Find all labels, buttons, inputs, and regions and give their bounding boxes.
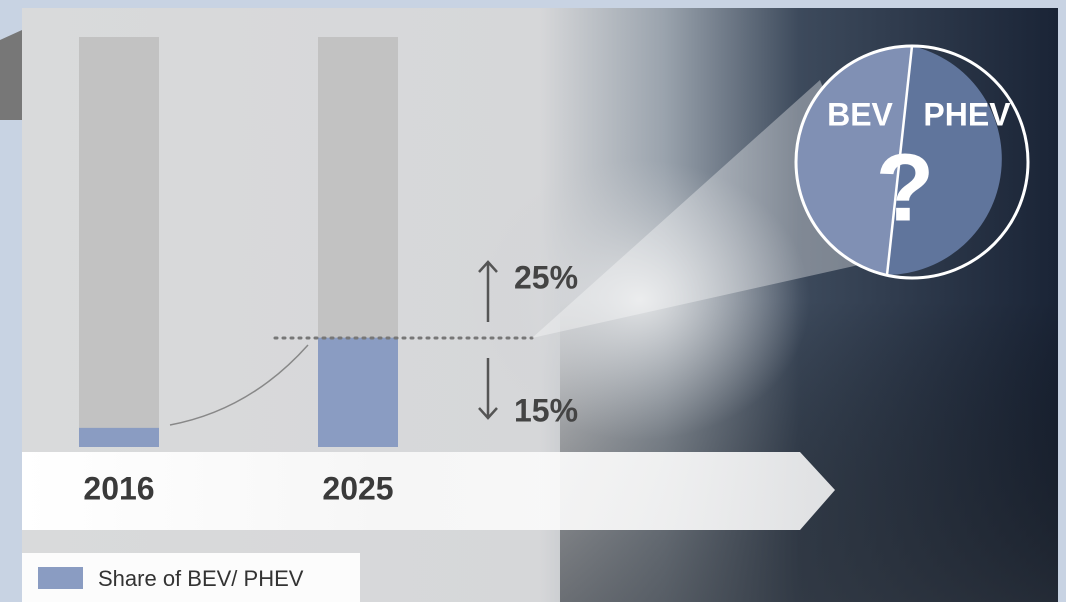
pie-label: BEV: [827, 96, 893, 132]
timeline-arrow: [22, 452, 835, 530]
x-tick-label: 2016: [83, 470, 154, 506]
upper-annotation: 25%: [514, 259, 578, 295]
legend: Share of BEV/ PHEV: [22, 553, 360, 602]
range-arrows: [478, 260, 498, 420]
lower-annotation: 15%: [514, 392, 578, 428]
up-arrow: [478, 260, 498, 322]
legend-label: Share of BEV/ PHEV: [98, 566, 304, 591]
trend-curve: [169, 344, 309, 426]
bar-background: [79, 37, 159, 447]
pie: BEV PHEV ?: [794, 44, 1030, 280]
pie-divider: [885, 45, 914, 276]
legend-swatch: [38, 567, 83, 589]
corner-shape: [0, 30, 22, 120]
pie-phev: [887, 46, 1002, 275]
x-tick-label: 2025: [322, 470, 393, 506]
car-image: [470, 160, 810, 440]
bar: [79, 427, 159, 447]
bar: [318, 337, 398, 447]
pie-question: ?: [876, 134, 935, 241]
down-arrow: [478, 358, 498, 420]
pie-bev: [797, 46, 912, 275]
pie-label: PHEV: [923, 96, 1011, 132]
